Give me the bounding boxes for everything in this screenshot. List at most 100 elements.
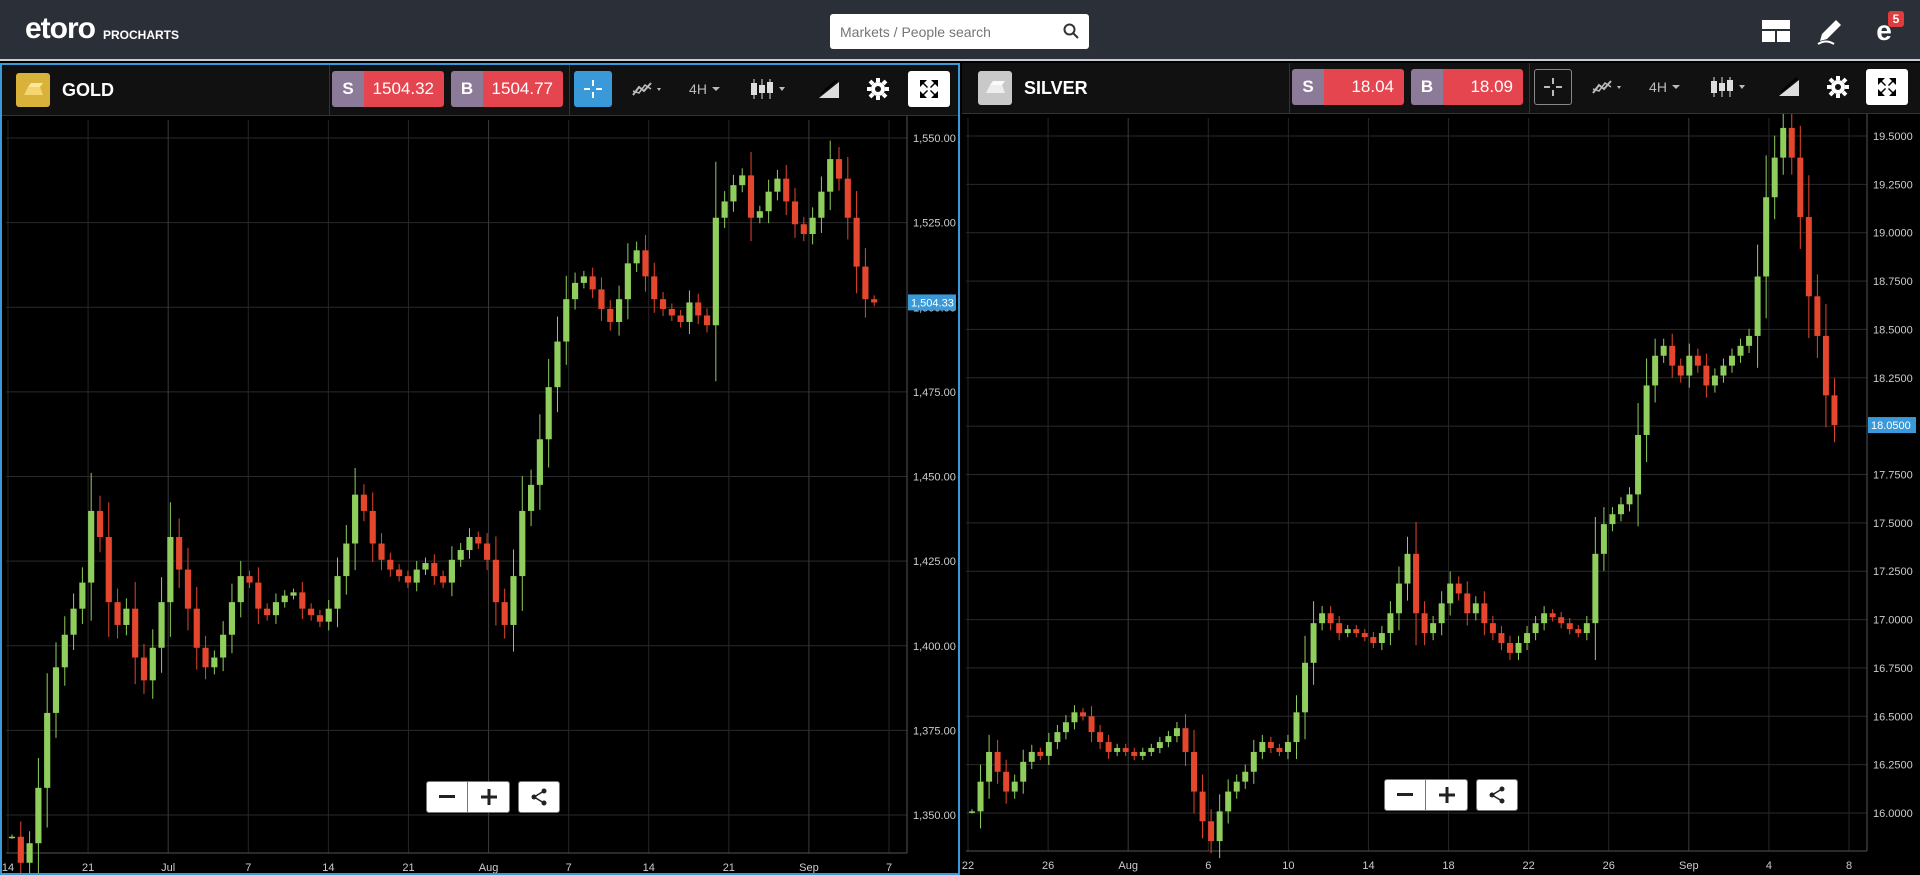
candle-body: [1028, 751, 1035, 762]
candle-body: [977, 781, 984, 812]
zoom-in-button[interactable]: [1426, 779, 1468, 811]
candle-body: [378, 543, 385, 560]
candle-body: [413, 569, 420, 583]
candlestick-icon: [1711, 77, 1745, 97]
gear-icon: [867, 78, 889, 100]
candle-body: [1404, 553, 1411, 584]
drawing-tools-button[interactable]: [810, 71, 848, 107]
gold-chart-panel[interactable]: GOLD S 1504.32 B 1504.77 4H: [0, 63, 960, 875]
buy-button[interactable]: B 1504.77: [451, 71, 563, 107]
indicators-button[interactable]: [1584, 69, 1632, 105]
instrument-name: SILVER: [1024, 78, 1088, 98]
candle-body: [1489, 623, 1496, 634]
candle-body: [695, 302, 702, 316]
candle-body: [1327, 613, 1334, 624]
fullscreen-button[interactable]: [908, 71, 950, 107]
candle-body: [1242, 771, 1249, 782]
chevron-down-icon: [711, 87, 720, 91]
candle-body: [457, 550, 464, 560]
buy-button[interactable]: B 18.09: [1411, 69, 1523, 105]
share-button[interactable]: [518, 781, 560, 813]
candle-body: [1361, 633, 1368, 638]
y-tick-label: 18.7500: [1873, 276, 1913, 288]
silver-chart-panel[interactable]: SILVER S 18.04 B 18.09 4H: [962, 63, 1920, 875]
candle-body: [1660, 345, 1667, 356]
candle-body: [545, 387, 552, 440]
candle-body: [105, 536, 112, 603]
y-tick-label: 19.0000: [1873, 228, 1913, 240]
drawing-tools-button[interactable]: [1770, 69, 1808, 105]
candle-body: [1592, 553, 1599, 624]
x-tick-label: Aug: [479, 862, 499, 873]
settings-button[interactable]: [1819, 69, 1857, 105]
share-button[interactable]: [1476, 779, 1518, 811]
x-tick-label: Sep: [1679, 860, 1699, 872]
candle-body: [26, 843, 33, 863]
candle-body: [1805, 217, 1812, 297]
candle-body: [668, 308, 675, 316]
timeframe-dropdown[interactable]: 4H: [682, 71, 728, 107]
x-tick-label: 14: [2, 862, 14, 873]
candle-body: [264, 608, 271, 616]
chart-header: GOLD S 1504.32 B 1504.77 4H: [2, 65, 958, 116]
candle-body: [1729, 355, 1735, 366]
settings-button[interactable]: [859, 71, 897, 107]
candle-body: [1524, 633, 1531, 643]
etoro-logo[interactable]: etoro PROCHARTS: [25, 14, 179, 44]
silver-price-chart[interactable]: 19.5000 19.2500 19.0000 18.7500 18.5000 18.25…: [962, 114, 1920, 875]
candle-body: [308, 608, 315, 616]
layout-icon[interactable]: [1758, 13, 1794, 49]
chart-type-button[interactable]: [742, 71, 796, 107]
notifications-icon[interactable]: e 5: [1866, 10, 1904, 49]
gold-instrument-icon: [16, 73, 50, 107]
candle-body: [536, 439, 543, 485]
indicators-button[interactable]: [624, 71, 672, 107]
candle-body: [589, 276, 596, 290]
zoom-in-button[interactable]: [468, 781, 510, 813]
x-tick-label: 22: [962, 860, 974, 872]
fullscreen-button[interactable]: [1866, 69, 1908, 105]
candle-body: [396, 569, 403, 577]
crosshair-icon: [584, 80, 602, 98]
candle-body: [1319, 613, 1326, 624]
candle-body: [969, 811, 975, 813]
sell-button[interactable]: S 18.04: [1292, 69, 1404, 105]
y-tick-label: 19.2500: [1873, 179, 1913, 191]
candle-body: [1600, 524, 1607, 554]
search-box[interactable]: [830, 14, 1089, 49]
x-tick-label: 6: [1205, 860, 1211, 872]
candle-body: [1686, 355, 1693, 376]
candle-body: [1472, 603, 1479, 614]
timeframe-dropdown[interactable]: 4H: [1642, 69, 1688, 105]
search-input[interactable]: [840, 14, 1050, 49]
sell-button[interactable]: S 1504.32: [332, 71, 444, 107]
minus-icon: [439, 795, 455, 798]
candle-body: [1737, 345, 1744, 356]
gold-price-chart[interactable]: 1,550.001,525.001,500.001,475.001,450.00…: [2, 116, 958, 873]
zoom-out-button[interactable]: [426, 781, 468, 813]
candle-body: [1677, 365, 1684, 376]
candle-body: [1054, 732, 1061, 743]
y-tick-label: 17.2500: [1873, 566, 1913, 578]
chart-type-button[interactable]: [1702, 69, 1756, 105]
crosshair-icon: [1544, 78, 1562, 96]
x-tick-label: 26: [1603, 860, 1615, 872]
candle-body: [1011, 781, 1018, 792]
candle-body: [1020, 761, 1027, 782]
top-bar: etoro PROCHARTS e 5: [0, 0, 1920, 61]
y-tick-label: 18.2500: [1873, 373, 1913, 385]
candle-body: [659, 299, 667, 309]
candle-body: [853, 217, 860, 267]
crosshair-button[interactable]: [574, 71, 612, 107]
brand-name: etoro: [25, 12, 96, 45]
crosshair-button[interactable]: [1534, 69, 1572, 105]
candle-body: [255, 582, 262, 609]
candle-body: [167, 536, 174, 603]
candle-body: [1515, 642, 1522, 653]
search-icon[interactable]: [1063, 23, 1079, 39]
candle-body: [1626, 494, 1633, 505]
candle-body: [17, 836, 24, 863]
zoom-out-button[interactable]: [1384, 779, 1426, 811]
pencil-icon[interactable]: [1812, 13, 1848, 49]
candle-body: [492, 559, 499, 603]
